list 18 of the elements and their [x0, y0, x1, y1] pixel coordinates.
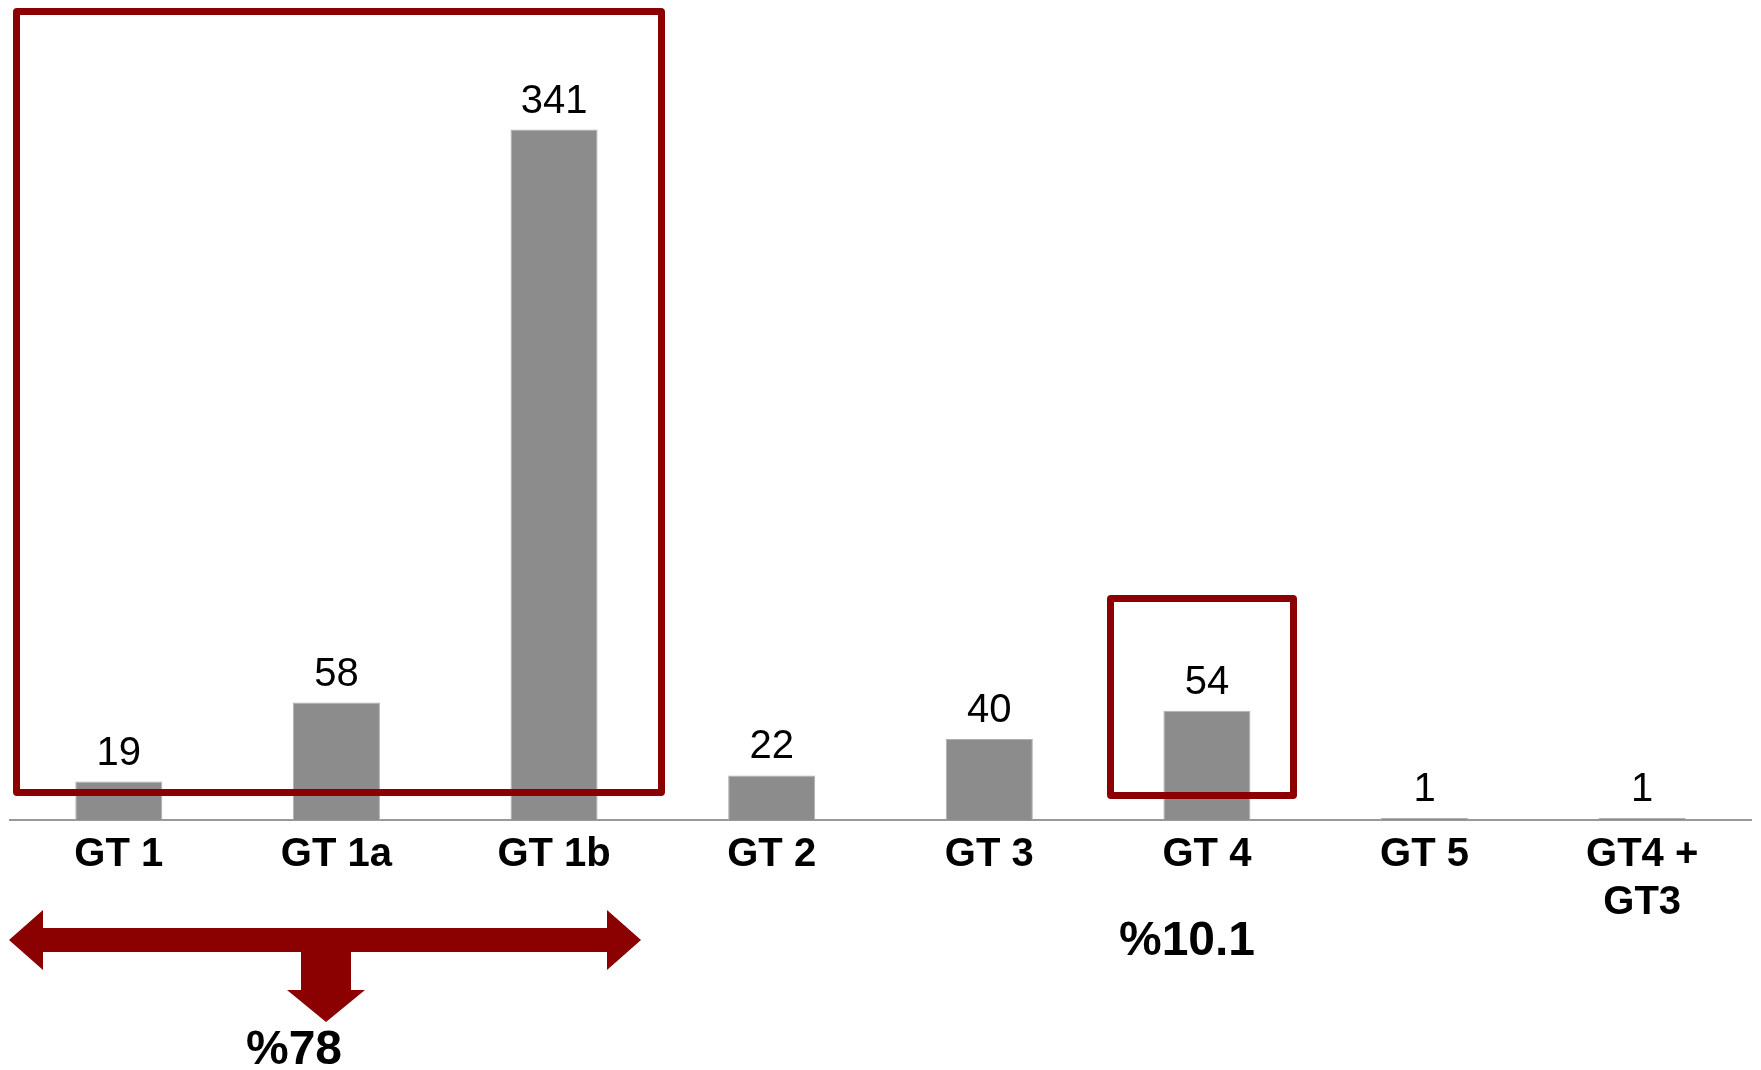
- x-tick-label: GT 3: [944, 830, 1034, 875]
- x-tick-label: GT 4: [1162, 830, 1253, 875]
- data-label: 22: [749, 722, 794, 767]
- data-label: 58: [314, 649, 359, 694]
- x-tick-label: GT 1a: [280, 830, 393, 875]
- data-label: 341: [520, 76, 588, 121]
- data-label: 40: [967, 686, 1012, 731]
- data-label: 1: [1631, 765, 1654, 810]
- x-tick-label: GT 1: [74, 830, 164, 875]
- data-label: 19: [96, 728, 142, 773]
- x-tick-label: GT 1b: [497, 830, 611, 875]
- x-tick-label: GT 2: [727, 830, 817, 875]
- text: %78: [245, 1019, 343, 1070]
- text: %10.1: [1118, 910, 1256, 966]
- data-label: 54: [1184, 657, 1230, 702]
- x-tick-label: GT4 + GT3: [1586, 830, 1699, 923]
- x-tick-label: GT 5: [1380, 830, 1470, 875]
- data-label: 1: [1413, 765, 1436, 810]
